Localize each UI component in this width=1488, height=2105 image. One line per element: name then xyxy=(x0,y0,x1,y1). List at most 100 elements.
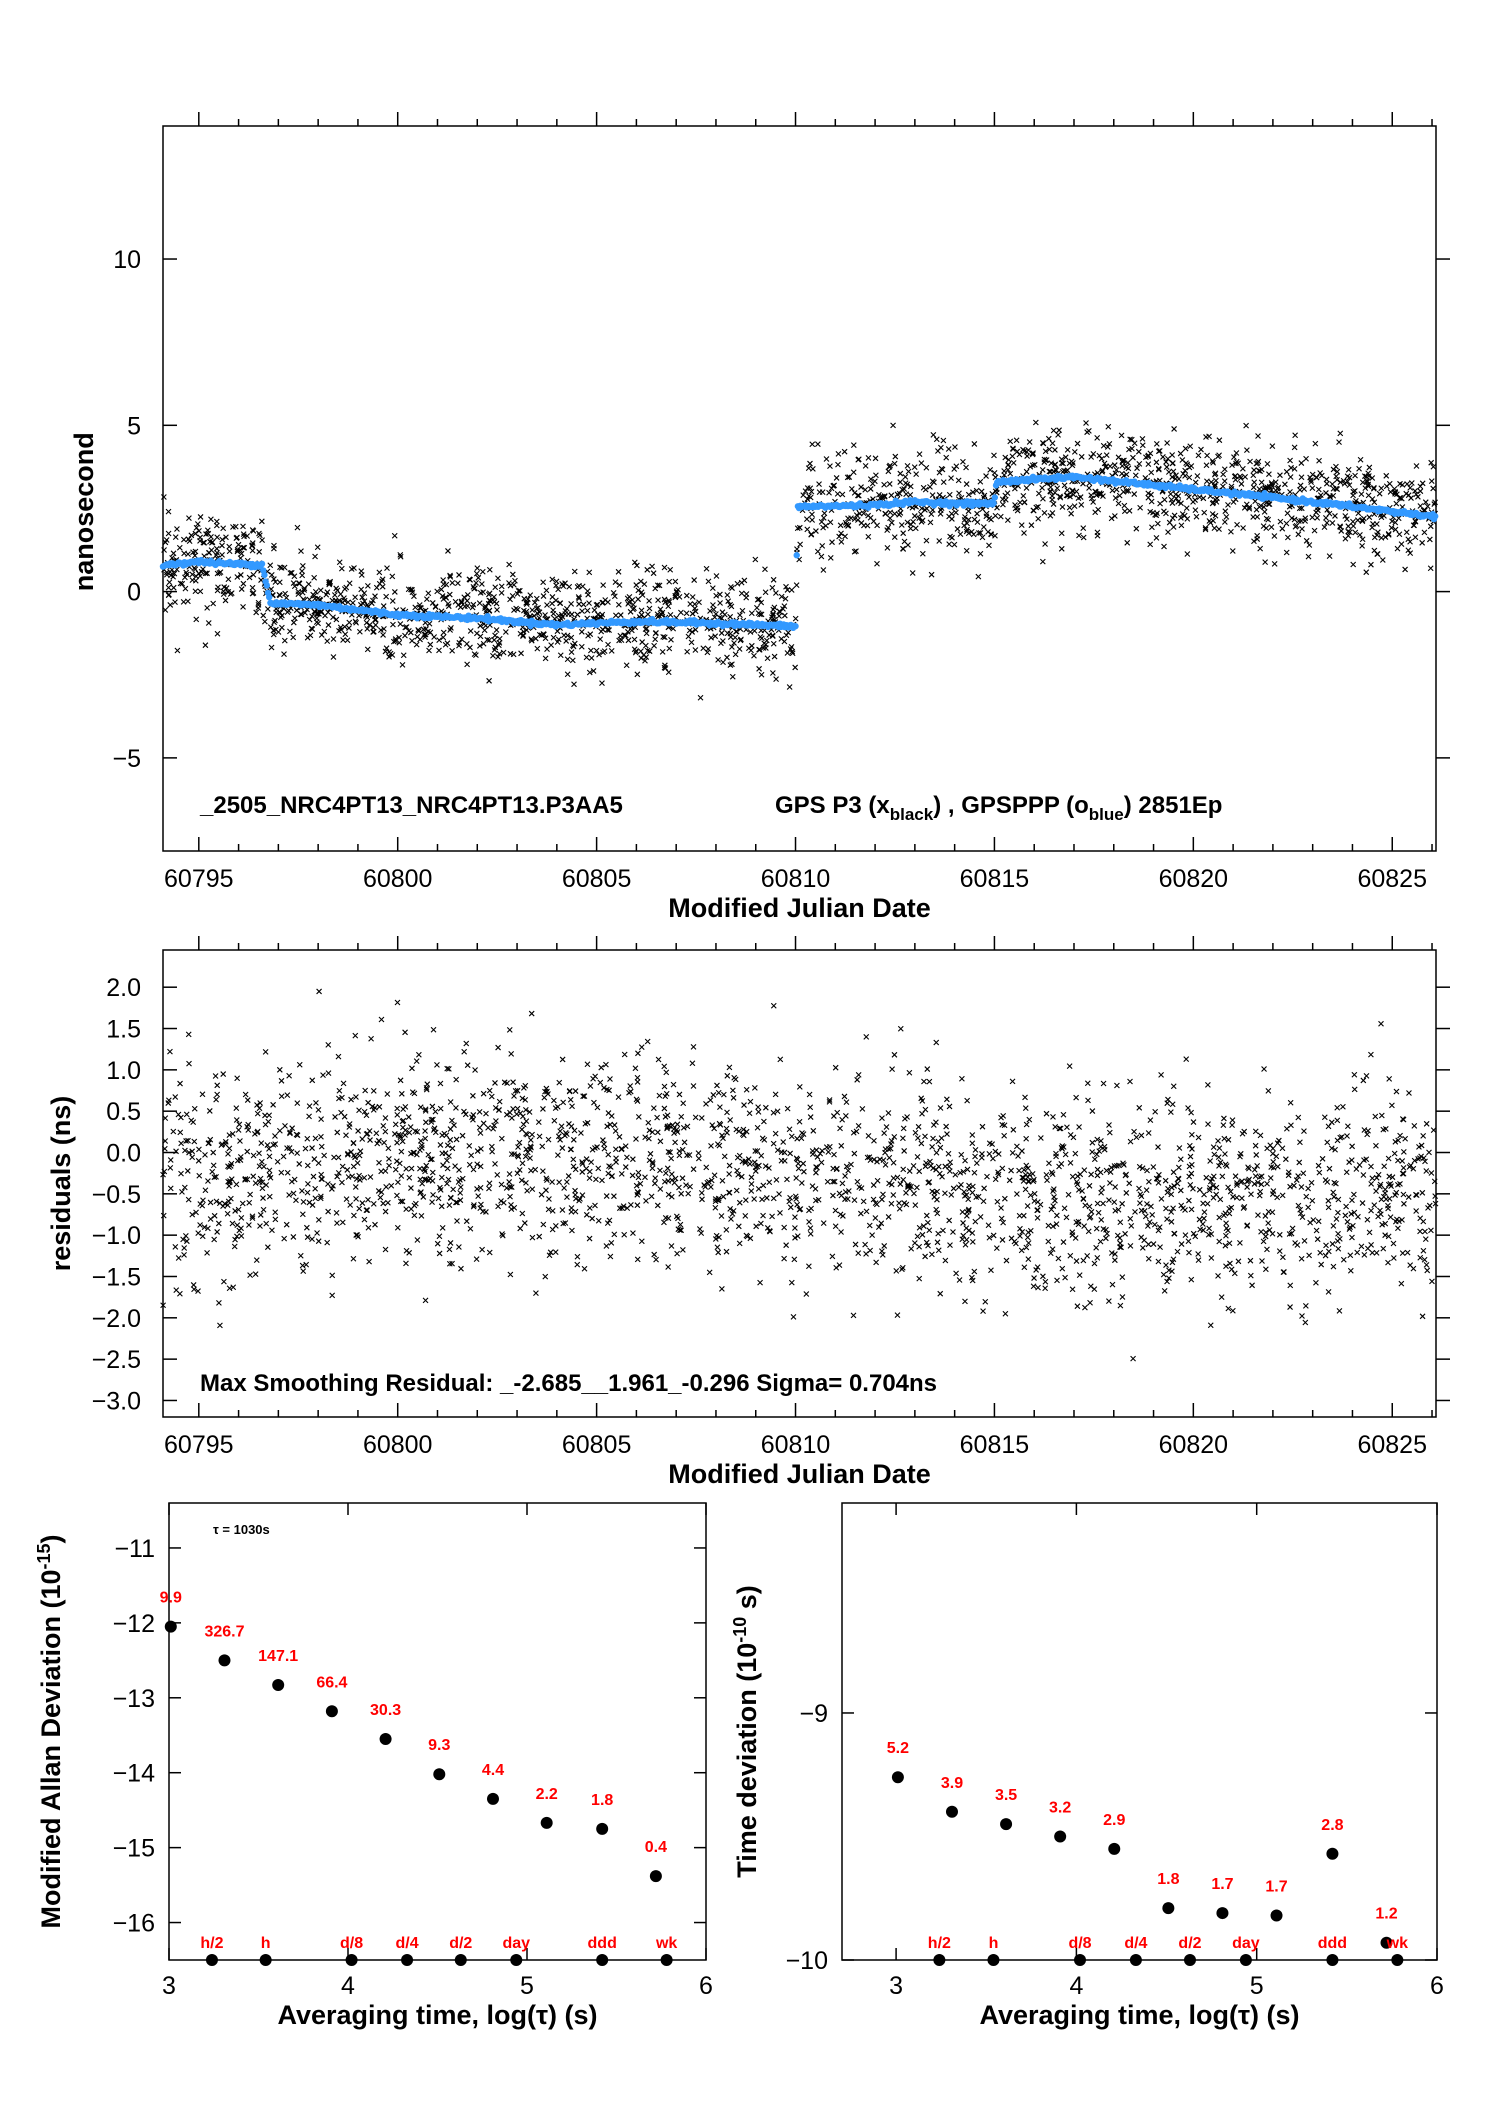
data-point xyxy=(1112,1251,1118,1257)
data-point xyxy=(792,1234,798,1241)
data-point xyxy=(437,1080,444,1087)
data-point xyxy=(1059,1265,1066,1272)
data-point xyxy=(308,625,315,632)
legend-part: ) 2851Ep xyxy=(1124,792,1223,819)
data-point xyxy=(1225,501,1231,508)
data-point xyxy=(425,590,432,597)
data-point xyxy=(172,1244,179,1250)
data-point xyxy=(1238,481,1245,487)
data-point xyxy=(1043,1110,1050,1117)
y-tick-label: −5 xyxy=(112,745,141,773)
data-point xyxy=(539,1168,546,1175)
data-point xyxy=(1039,440,1046,446)
data-point xyxy=(536,1133,543,1140)
data-point xyxy=(234,574,241,580)
data-point xyxy=(804,526,811,533)
data-point xyxy=(325,1041,332,1048)
data-point xyxy=(226,543,233,550)
data-point xyxy=(436,647,442,654)
data-point xyxy=(480,589,487,596)
data-point xyxy=(1216,1238,1223,1245)
data-point xyxy=(632,1065,639,1072)
data-point xyxy=(1135,448,1142,455)
data-point xyxy=(724,592,731,598)
data-point xyxy=(1347,1267,1354,1274)
data-point xyxy=(1209,500,1216,507)
data-point xyxy=(412,604,419,611)
data-point xyxy=(689,594,696,600)
data-point xyxy=(182,585,189,592)
data-point xyxy=(1360,1172,1367,1178)
data-point xyxy=(1231,1270,1238,1277)
data-point xyxy=(661,564,668,571)
data-point xyxy=(1148,469,1155,476)
data-point xyxy=(553,578,560,585)
data-point xyxy=(555,612,562,619)
data-point xyxy=(1262,1213,1269,1219)
data-point xyxy=(991,469,998,476)
data-point xyxy=(311,1156,318,1162)
data-point xyxy=(309,613,315,620)
data-point xyxy=(195,1288,201,1295)
data-point xyxy=(1175,499,1182,505)
data-point xyxy=(887,1145,894,1152)
data-point xyxy=(851,548,858,555)
data-point xyxy=(235,1206,242,1213)
data-point xyxy=(900,1125,907,1132)
data-point xyxy=(966,1182,972,1189)
data-point xyxy=(463,1040,470,1047)
data-point xyxy=(879,495,886,502)
data-point xyxy=(1264,1246,1270,1253)
data-point xyxy=(542,1273,549,1280)
data-point xyxy=(557,1136,563,1143)
data-point xyxy=(485,1124,491,1131)
data-point xyxy=(204,604,211,611)
data-point xyxy=(938,465,945,472)
data-point xyxy=(1237,473,1243,480)
data-point xyxy=(631,559,638,566)
data-point xyxy=(1255,1179,1261,1186)
data-point xyxy=(1371,484,1377,491)
data-point xyxy=(865,1133,872,1139)
data-point xyxy=(638,655,645,661)
data-point xyxy=(282,590,289,597)
data-point xyxy=(872,455,879,462)
data-point xyxy=(644,1038,651,1045)
data-point xyxy=(369,1103,376,1110)
data-point xyxy=(478,581,485,587)
data-point xyxy=(499,1231,505,1237)
data-point xyxy=(678,1113,685,1120)
data-point xyxy=(458,598,465,605)
data-point xyxy=(586,1175,593,1182)
data-point xyxy=(771,653,778,660)
data-point xyxy=(1321,524,1328,531)
data-point xyxy=(1177,514,1184,521)
data-point xyxy=(447,627,454,633)
data-point xyxy=(167,1185,174,1192)
data-point xyxy=(291,583,298,590)
data-point xyxy=(532,635,539,642)
data-point xyxy=(296,1161,303,1167)
data-point xyxy=(402,1132,408,1138)
data-point xyxy=(283,1221,290,1228)
data-point xyxy=(246,1222,252,1228)
data-point xyxy=(1299,1313,1305,1319)
data-point xyxy=(1169,474,1176,480)
data-point xyxy=(959,1075,965,1082)
data-point xyxy=(1042,1285,1049,1292)
data-point xyxy=(882,510,889,517)
data-point xyxy=(1160,454,1166,460)
data-point xyxy=(793,582,800,588)
data-point xyxy=(755,1108,762,1115)
data-point xyxy=(258,518,265,525)
data-point xyxy=(179,580,186,587)
data-point xyxy=(430,1127,437,1133)
data-point xyxy=(1204,478,1210,485)
data-point xyxy=(1302,518,1308,524)
data-point xyxy=(160,1212,167,1219)
data-point xyxy=(900,530,907,537)
data-point xyxy=(1350,492,1356,499)
data-point xyxy=(1188,463,1195,469)
data-point xyxy=(543,1187,549,1194)
data-point xyxy=(555,586,562,593)
